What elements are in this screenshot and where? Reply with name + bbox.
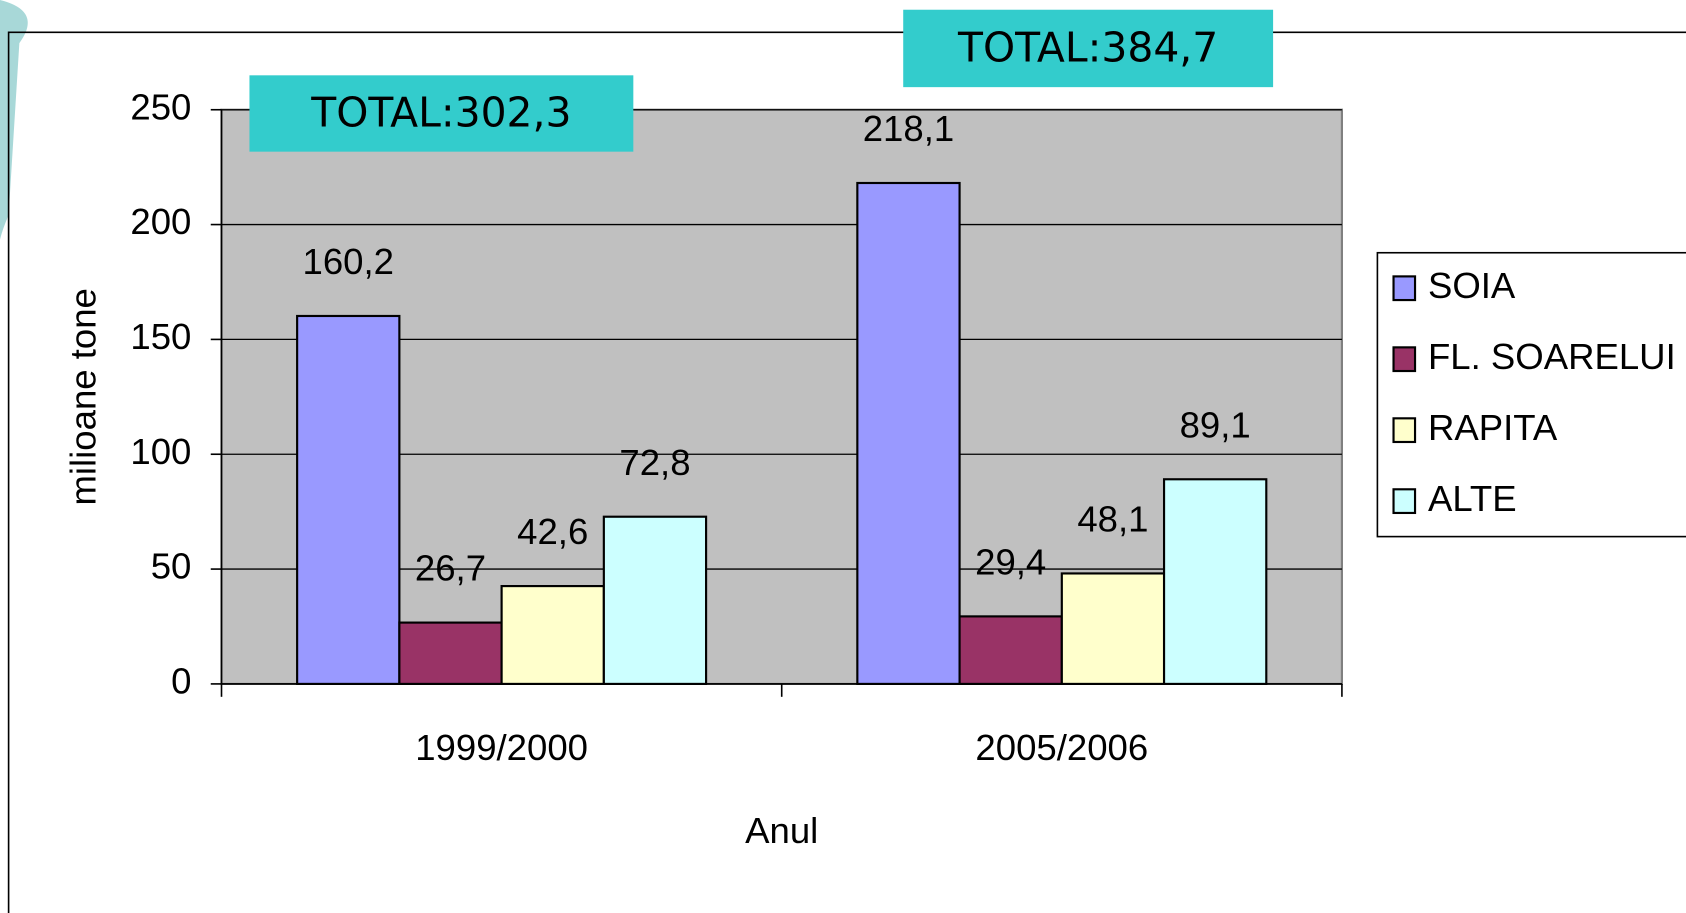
y-axis-title: milioane tone — [63, 288, 104, 505]
data-label: 48,1 — [1077, 498, 1148, 539]
legend-swatch — [1392, 417, 1417, 444]
x-tick-label: 1999/2000 — [415, 727, 588, 768]
annotation: TOTAL:302,3 — [310, 89, 571, 137]
y-tick-label: 100 — [130, 431, 191, 472]
data-label: 89,1 — [1180, 404, 1251, 445]
data-label: 29,4 — [975, 541, 1046, 582]
bar — [500, 584, 605, 685]
legend-swatch — [1392, 275, 1417, 302]
data-label: 42,6 — [517, 511, 588, 552]
bar — [1162, 478, 1268, 685]
data-label: 160,2 — [303, 241, 394, 282]
legend-swatch — [1392, 346, 1417, 373]
legend-label: RAPITA — [1428, 407, 1558, 448]
y-tick-label: 200 — [130, 201, 191, 242]
bar — [958, 615, 1063, 685]
legend-swatch — [1392, 488, 1417, 515]
x-axis-title: Anul — [745, 810, 818, 851]
layer: 0 50 100 150 200 250 1999/2000 160,2 26,7 42,6 72,… — [130, 9, 1686, 768]
annotation: TOTAL:384,7 — [957, 24, 1218, 72]
legend-box — [1376, 251, 1686, 538]
data-label: 26,7 — [415, 548, 486, 589]
bar — [856, 181, 961, 685]
annotation-box — [903, 9, 1274, 88]
bar — [602, 515, 708, 685]
bar — [398, 621, 503, 685]
bar — [1060, 572, 1166, 685]
y-tick-label: 50 — [151, 546, 192, 587]
bar — [296, 314, 401, 685]
x-tick-label: 2005/2006 — [975, 727, 1148, 768]
legend-label: ALTE — [1428, 478, 1517, 519]
data-label: 218,1 — [863, 108, 954, 149]
legend-label: SOIA — [1428, 265, 1516, 306]
y-tick-label: 150 — [130, 316, 191, 357]
legend-label: FL. SOARELUI — [1428, 336, 1676, 377]
decor-arc — [0, 0, 28, 259]
annotation-box — [249, 75, 634, 152]
chart-border — [7, 31, 1686, 913]
y-tick-label: 0 — [171, 661, 191, 702]
data-label: 72,8 — [619, 442, 690, 483]
y-tick-label: 250 — [130, 86, 191, 127]
